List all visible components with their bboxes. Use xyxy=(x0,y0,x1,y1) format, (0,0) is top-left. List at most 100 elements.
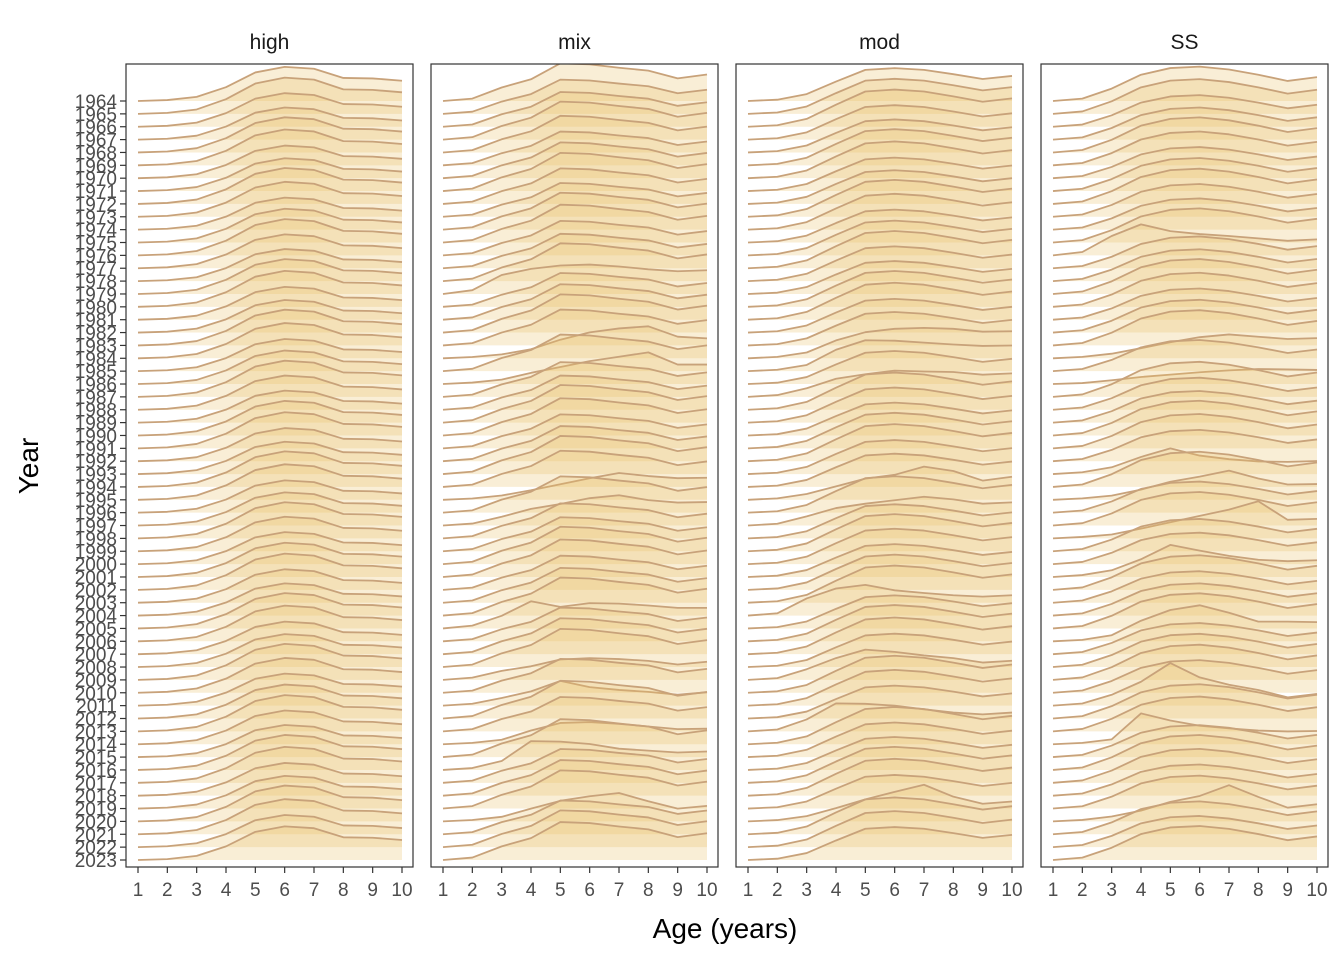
ridge-area-2013 xyxy=(443,696,707,732)
ridge-line-1989 xyxy=(747,386,1013,424)
ridge-area-2009 xyxy=(443,658,707,680)
ridge-area-1997 xyxy=(138,492,402,526)
ridge-line-1997 xyxy=(137,491,403,527)
x-tick-label: 4 xyxy=(1136,880,1147,901)
ridge-line-1968 xyxy=(137,116,403,154)
ridge-area-1971 xyxy=(748,157,1012,192)
ridge-area-2002 xyxy=(443,555,707,590)
ridge-area-1974 xyxy=(138,197,402,230)
y-tick-label: 1974 xyxy=(75,221,118,242)
ridge-line-2010 xyxy=(1052,659,1318,694)
ridge-area-1992 xyxy=(748,424,1012,462)
ridge-line-1983 xyxy=(747,311,1013,347)
ridge-line-1975 xyxy=(1052,207,1318,244)
ridge-area-1996 xyxy=(443,476,707,513)
ridge-line-1996 xyxy=(442,475,708,514)
ridge-line-2003 xyxy=(1052,570,1318,604)
y-tick-label: 1977 xyxy=(75,259,117,280)
ridge-area-2013 xyxy=(748,703,1012,732)
ridge-area-1992 xyxy=(1053,429,1317,462)
ridge-line-2013 xyxy=(1052,695,1318,733)
ridge-area-1986 xyxy=(138,350,402,385)
ridge-line-2019 xyxy=(442,769,708,810)
ridge-line-1974 xyxy=(137,196,403,231)
ridge-line-2019 xyxy=(1052,774,1318,810)
ridge-area-1976 xyxy=(443,220,707,256)
ridge-area-1995 xyxy=(443,473,707,500)
ridge-area-1977 xyxy=(443,233,707,269)
ridge-line-1992 xyxy=(1052,428,1318,463)
ridge-line-2005 xyxy=(442,600,707,630)
ridge-area-1994 xyxy=(1053,451,1317,487)
ridge-line-1975 xyxy=(442,203,708,244)
ridge-area-1984 xyxy=(443,326,707,359)
ridge-line-1984 xyxy=(442,325,708,360)
panel-title-mod: mod xyxy=(859,31,900,54)
ridge-area-1978 xyxy=(443,243,707,282)
ridge-area-2001 xyxy=(1053,544,1317,577)
y-tick-label: 1965 xyxy=(75,105,117,126)
ridge-area-2012 xyxy=(748,685,1012,719)
ridge-line-1967 xyxy=(137,106,403,141)
y-tick-label: 2019 xyxy=(75,800,117,821)
x-tick-label: 7 xyxy=(1224,880,1235,901)
ridge-area-1982 xyxy=(138,300,402,333)
ridge-area-1973 xyxy=(1053,184,1317,217)
ridge-area-1965 xyxy=(748,78,1012,114)
ridge-line-2013 xyxy=(747,702,1013,733)
ridge-line-1973 xyxy=(137,180,403,218)
ridge-area-2016 xyxy=(748,737,1012,770)
y-tick-label: 2018 xyxy=(75,787,117,808)
ridge-line-1970 xyxy=(747,140,1013,180)
x-tick-label: 9 xyxy=(367,880,378,901)
ridge-line-2020 xyxy=(137,784,403,823)
y-tick-label: 2011 xyxy=(76,697,117,718)
ridge-area-1982 xyxy=(443,294,707,333)
ridge-area-2015 xyxy=(138,725,402,758)
ridge-line-2001 xyxy=(747,543,1013,578)
ridge-line-2014 xyxy=(442,721,708,746)
ridge-area-2004 xyxy=(748,584,1012,616)
ridge-area-1988 xyxy=(443,375,707,410)
x-tick-label: 4 xyxy=(221,880,232,901)
y-tick-label: 1999 xyxy=(75,542,117,563)
ridge-line-2008 xyxy=(442,627,708,668)
ridge-area-2014 xyxy=(1053,713,1317,745)
ridge-line-1978 xyxy=(137,248,403,282)
ridge-line-1968 xyxy=(442,114,708,154)
ridge-line-1990 xyxy=(1052,399,1318,437)
ridge-line-2020 xyxy=(442,792,708,823)
ridge-area-2023 xyxy=(1053,826,1317,860)
ridge-area-1968 xyxy=(138,117,402,153)
ridge-line-2016 xyxy=(1052,734,1318,771)
ridge-line-2002 xyxy=(137,552,403,591)
panel-border-high xyxy=(125,63,414,868)
ridge-area-1990 xyxy=(1053,400,1317,436)
ridge-area-1989 xyxy=(138,390,402,423)
ridge-line-1983 xyxy=(442,308,708,347)
ridge-line-1979 xyxy=(747,260,1013,295)
ridge-line-1985 xyxy=(137,338,403,373)
ridge-line-1966 xyxy=(442,91,708,128)
x-tick-label: 6 xyxy=(1194,880,1205,901)
ridge-area-1993 xyxy=(748,440,1012,475)
ridge-area-2000 xyxy=(443,526,707,565)
ridge-line-1984 xyxy=(1052,333,1318,360)
y-tick-label: 1998 xyxy=(75,529,117,550)
ridge-line-1980 xyxy=(1052,271,1318,308)
ridge-area-1974 xyxy=(748,193,1012,230)
y-tick-label: 1997 xyxy=(75,517,117,538)
y-tick-label: 2004 xyxy=(75,607,118,628)
ridge-area-2017 xyxy=(748,746,1012,783)
ridge-line-1999 xyxy=(442,516,708,553)
x-tick-label: 3 xyxy=(191,880,202,901)
ridge-line-1971 xyxy=(747,156,1013,192)
ridge-area-2019 xyxy=(1053,775,1317,809)
x-tick-label: 8 xyxy=(1253,880,1264,901)
ridge-line-2018 xyxy=(137,762,403,797)
ridge-line-2023 xyxy=(1052,825,1318,861)
ridge-line-2000 xyxy=(1052,531,1318,566)
ridge-area-2004 xyxy=(443,577,707,616)
ridge-area-2000 xyxy=(748,528,1012,565)
